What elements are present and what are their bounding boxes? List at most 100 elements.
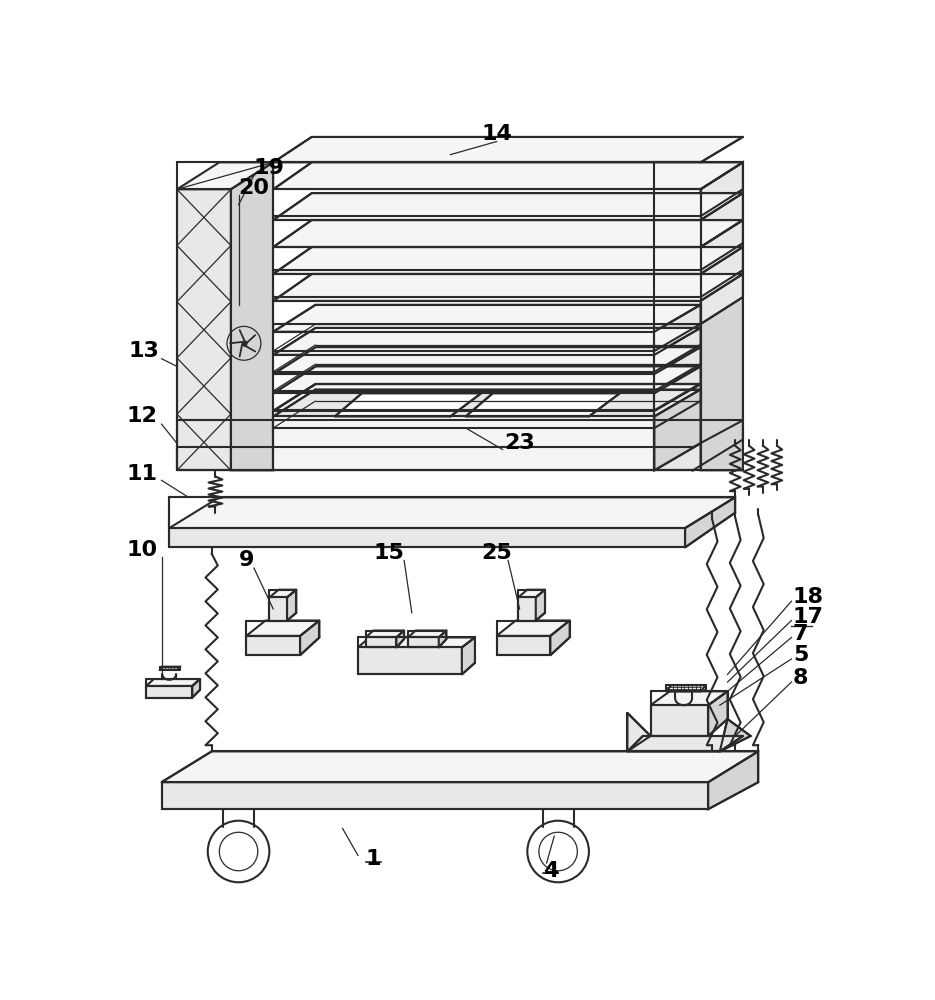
Polygon shape [273, 220, 743, 247]
Polygon shape [273, 355, 654, 372]
Polygon shape [654, 189, 700, 470]
Polygon shape [273, 162, 743, 189]
Text: 23: 23 [504, 433, 535, 453]
Polygon shape [700, 162, 743, 216]
Text: 17: 17 [793, 607, 824, 627]
Polygon shape [518, 597, 536, 620]
Polygon shape [273, 366, 700, 393]
Polygon shape [700, 162, 743, 470]
Polygon shape [700, 193, 743, 247]
Polygon shape [273, 384, 700, 411]
Polygon shape [269, 597, 287, 620]
Polygon shape [273, 220, 700, 247]
Polygon shape [273, 137, 743, 162]
Text: 13: 13 [128, 341, 159, 361]
Text: 15: 15 [373, 543, 404, 563]
Polygon shape [162, 751, 758, 782]
Polygon shape [396, 631, 404, 647]
Polygon shape [358, 637, 475, 647]
Text: 20: 20 [238, 178, 269, 198]
Text: 10: 10 [127, 540, 158, 560]
Polygon shape [273, 416, 654, 470]
Polygon shape [273, 247, 743, 274]
Polygon shape [366, 637, 396, 647]
Polygon shape [551, 620, 569, 655]
Polygon shape [654, 328, 700, 372]
Polygon shape [654, 347, 700, 391]
Text: 5: 5 [793, 645, 809, 665]
Polygon shape [408, 637, 439, 647]
Polygon shape [627, 736, 743, 751]
Polygon shape [273, 274, 700, 297]
Polygon shape [536, 590, 545, 620]
Polygon shape [335, 393, 482, 416]
Polygon shape [193, 679, 200, 698]
Polygon shape [700, 274, 743, 324]
Polygon shape [273, 193, 743, 220]
Polygon shape [358, 647, 462, 674]
Polygon shape [273, 374, 654, 391]
Text: 14: 14 [482, 124, 512, 144]
Polygon shape [273, 411, 654, 428]
Polygon shape [654, 384, 700, 428]
Polygon shape [287, 590, 296, 620]
Polygon shape [709, 691, 727, 736]
Polygon shape [300, 620, 320, 655]
Polygon shape [666, 685, 706, 691]
Polygon shape [651, 691, 727, 705]
Polygon shape [273, 389, 700, 416]
Text: 18: 18 [793, 587, 824, 607]
Polygon shape [273, 393, 654, 410]
Polygon shape [366, 631, 404, 637]
Polygon shape [169, 528, 685, 547]
Text: 1: 1 [366, 849, 381, 869]
Polygon shape [273, 189, 700, 216]
Polygon shape [231, 162, 273, 470]
Polygon shape [160, 667, 180, 670]
Polygon shape [177, 447, 693, 470]
Polygon shape [700, 220, 743, 270]
Polygon shape [685, 497, 735, 547]
Text: 19: 19 [254, 158, 285, 178]
Polygon shape [720, 719, 751, 751]
Polygon shape [700, 247, 743, 297]
Polygon shape [518, 590, 545, 597]
Polygon shape [169, 497, 735, 528]
Polygon shape [693, 420, 743, 470]
Polygon shape [273, 247, 700, 270]
Text: 12: 12 [127, 406, 158, 426]
Text: 8: 8 [793, 668, 809, 688]
Polygon shape [246, 620, 320, 636]
Polygon shape [162, 782, 709, 809]
Polygon shape [651, 705, 709, 736]
Text: 11: 11 [127, 464, 158, 484]
Polygon shape [439, 631, 447, 647]
Polygon shape [177, 189, 231, 470]
Text: 25: 25 [482, 543, 511, 563]
Polygon shape [627, 713, 651, 751]
Polygon shape [654, 389, 700, 470]
Polygon shape [273, 332, 654, 351]
Polygon shape [269, 590, 296, 597]
Polygon shape [496, 620, 569, 636]
Polygon shape [273, 274, 743, 301]
Polygon shape [273, 301, 700, 324]
Polygon shape [177, 162, 273, 189]
Polygon shape [408, 631, 447, 637]
Polygon shape [146, 679, 200, 686]
Polygon shape [462, 637, 475, 674]
Polygon shape [496, 636, 551, 655]
Polygon shape [146, 686, 193, 698]
Polygon shape [654, 162, 743, 189]
Polygon shape [177, 420, 743, 447]
Polygon shape [466, 393, 620, 416]
Text: 4: 4 [542, 861, 558, 881]
Polygon shape [654, 305, 700, 351]
Polygon shape [273, 305, 700, 332]
Text: 7: 7 [793, 624, 809, 644]
Polygon shape [246, 636, 300, 655]
Polygon shape [273, 328, 700, 355]
Polygon shape [273, 347, 700, 374]
Polygon shape [654, 366, 700, 410]
Text: 9: 9 [238, 550, 254, 570]
